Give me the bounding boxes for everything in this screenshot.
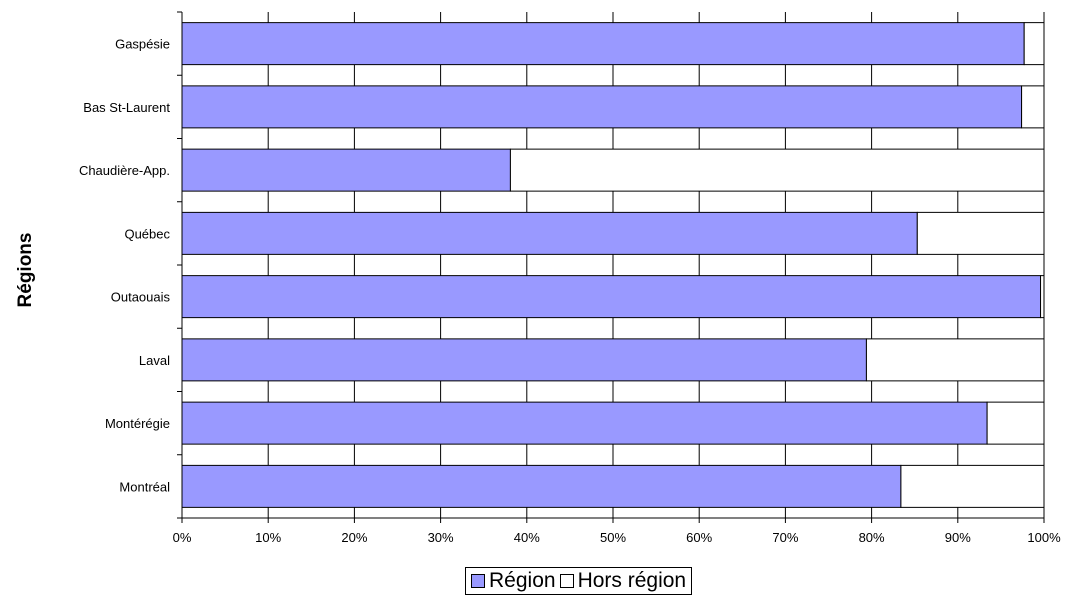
y-tick-label: Chaudière-App. [79, 163, 170, 178]
axes [177, 11, 1045, 523]
x-tick-label: 100% [1027, 530, 1061, 545]
y-tick-label: Montréal [119, 479, 170, 494]
bar-region [181, 85, 1023, 129]
x-tick-label: 30% [428, 530, 454, 545]
bar-region [181, 401, 988, 445]
bar-hors-region [509, 148, 1045, 192]
bar-region [181, 275, 1042, 319]
bar-region [181, 148, 511, 192]
y-tick-label: Bas St-Laurent [83, 100, 170, 115]
bars [181, 22, 1045, 508]
x-tick-label: 80% [859, 530, 885, 545]
x-tick-label: 0% [173, 530, 192, 545]
legend-label-hors-region: Hors région [577, 569, 687, 592]
legend-item-hors-region: Hors région [559, 569, 687, 593]
bar-region [181, 211, 918, 255]
x-tick-labels: 0% 10% 20% 30% 40% 50% 60% 70% 80% 90% 100% [173, 530, 1061, 545]
y-tick-label: Outaouais [111, 290, 171, 305]
x-tick-label: 20% [341, 530, 367, 545]
x-tick-label: 50% [600, 530, 626, 545]
legend: Région Hors région [465, 567, 693, 595]
chart: Gaspésie Bas St-Laurent Chaudière-App. Québ… [15, 11, 1061, 545]
bar-hors-region [986, 401, 1045, 445]
legend-item-region: Région [471, 569, 556, 593]
bar-hors-region [900, 464, 1045, 508]
x-tick-label: 10% [255, 530, 281, 545]
x-tick-label: 90% [945, 530, 971, 545]
bar-hors-region [865, 338, 1045, 382]
y-tick-label: Gaspésie [115, 37, 170, 52]
x-tick-label: 60% [686, 530, 712, 545]
bar-region [181, 22, 1025, 66]
y-tick-label: Laval [139, 353, 170, 368]
x-tick-label: 70% [772, 530, 798, 545]
bar-hors-region [1023, 22, 1045, 66]
bar-hors-region [1021, 85, 1045, 129]
bar-region [181, 464, 902, 508]
y-tick-label: Québec [124, 226, 170, 241]
legend-swatch-hors-region [559, 574, 574, 588]
bar-region [181, 338, 867, 382]
x-tick-label: 40% [514, 530, 540, 545]
bar-hors-region [1040, 275, 1045, 319]
y-axis-title: Régions [15, 233, 36, 308]
legend-swatch-region [471, 574, 485, 588]
y-tick-labels: Gaspésie Bas St-Laurent Chaudière-App. Québ… [79, 37, 171, 495]
y-tick-label: Montérégie [105, 416, 170, 431]
legend-label-region: Région [489, 569, 556, 592]
bar-hors-region [916, 211, 1045, 255]
